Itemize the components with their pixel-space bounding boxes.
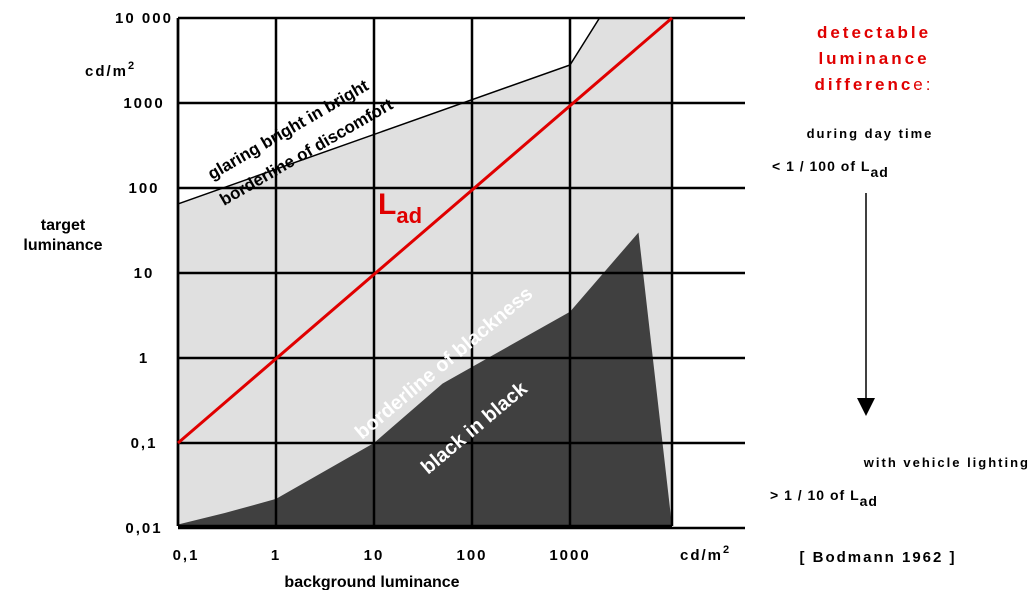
detectable-title-line3: difference:: [815, 75, 934, 94]
lad-line: [177, 16, 673, 445]
x-tick-label-4: 1000: [549, 547, 590, 564]
x-tick-label-3: 100: [456, 547, 487, 564]
y-tick-label-0: 0,01: [125, 520, 162, 537]
y-axis-unit: cd/m2: [85, 60, 136, 80]
y-tick-label-6: 10 000: [115, 10, 173, 27]
detectable-title-line1: detectable: [817, 23, 931, 42]
y-axis-title-line2: luminance: [23, 237, 102, 254]
lad-label: Lad: [378, 188, 422, 228]
day-time-label: during day time: [807, 126, 934, 141]
arrow-head: [857, 398, 875, 416]
glaring-region: [178, 18, 672, 204]
vehicle-ratio: > 1 / 10 of Lad: [770, 487, 878, 509]
detectable-title-line2: luminance: [818, 49, 929, 68]
x-axis-unit: cd/m2: [680, 544, 731, 564]
vehicle-lighting-label: with vehicle lighting: [863, 455, 1030, 470]
plot-area: 0,01 0,1 1 10 100 1000 10 000 0,1 1 10 100 1000: [115, 10, 745, 564]
reference-citation: [ Bodmann 1962 ]: [799, 549, 956, 566]
y-tick-label-2: 1: [139, 350, 149, 367]
y-tick-label-4: 100: [128, 180, 159, 197]
y-tick-label-5: 1000: [123, 95, 164, 112]
y-tick-label-3: 10: [134, 265, 155, 282]
x-tick-label-1: 1: [271, 547, 281, 564]
y-tick-label-1: 0,1: [131, 435, 158, 452]
x-tick-label-2: 10: [364, 547, 385, 564]
black-region: [178, 232, 672, 526]
y-axis-title-line1: target: [41, 217, 86, 234]
day-ratio: < 1 / 100 of Lad: [772, 158, 889, 180]
x-tick-label-0: 0,1: [173, 547, 200, 564]
x-axis-title: background luminance: [284, 574, 459, 590]
